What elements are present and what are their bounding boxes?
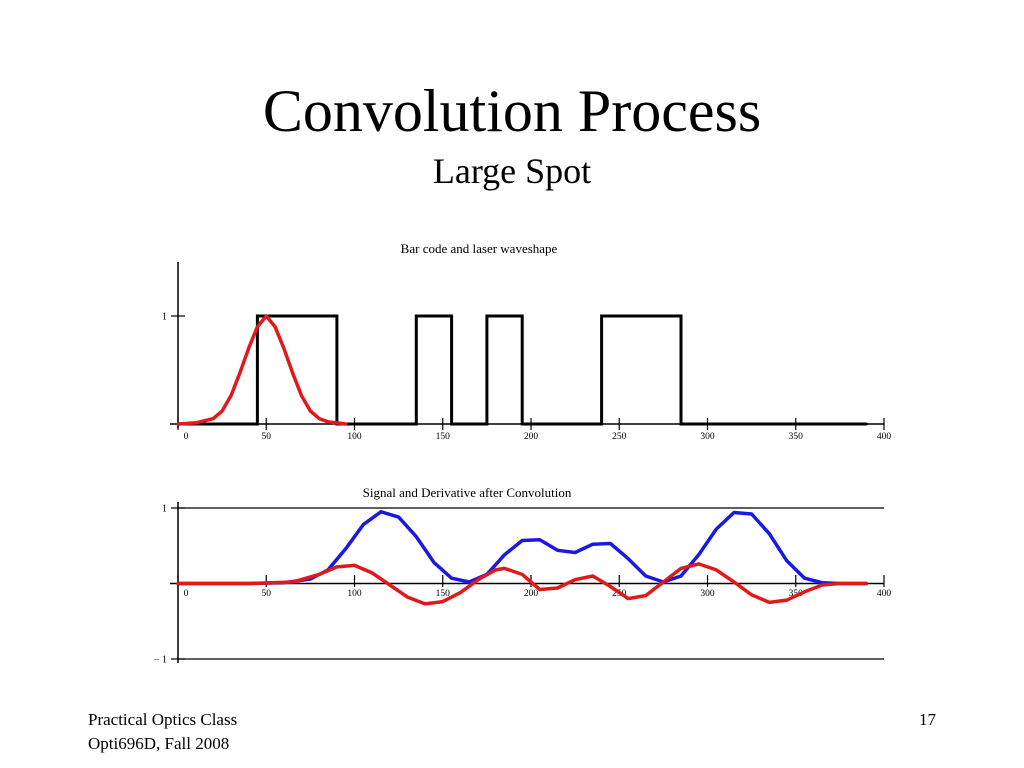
y-tick-label: 1	[162, 312, 167, 323]
series-line-2	[176, 314, 348, 426]
slide-subtitle: Large Spot	[432, 151, 592, 191]
footer: Practical Optics Class Opti696D, Fall 20…	[88, 708, 237, 756]
x-tick-label: 300	[700, 589, 715, 599]
x-tick-label: 150	[436, 589, 451, 599]
series-line-1	[176, 510, 869, 586]
x-tick-label: 50	[262, 432, 272, 442]
footer-term: Opti696D, Fall 2008	[88, 734, 230, 753]
chart-title: Signal and Derivative after Convolution	[363, 485, 572, 500]
x-tick-label: 300	[700, 432, 715, 442]
x-tick-label: 100	[347, 589, 362, 599]
x-tick-label: 200	[524, 589, 539, 599]
x-tick-label: 200	[524, 432, 539, 442]
x-tick-label: 150	[436, 432, 451, 442]
x-tick-label: 0	[184, 432, 189, 442]
x-tick-label: 0	[184, 589, 189, 599]
footer-course: Practical Optics Class	[88, 710, 238, 729]
y-tick-label: − 1	[154, 655, 167, 666]
series-line-1	[176, 314, 868, 426]
series-line-2	[176, 562, 869, 606]
slide-title: Convolution Process	[262, 78, 762, 144]
x-tick-label: 350	[789, 432, 804, 442]
signal-derivative-chart: Signal and Derivative after Convolution …	[154, 485, 892, 666]
chart-title: Bar code and laser waveshape	[401, 241, 558, 256]
x-tick-label: 50	[262, 589, 272, 599]
x-tick-label: 400	[877, 589, 892, 599]
x-tick-label: 250	[612, 432, 627, 442]
x-tick-label: 400	[877, 432, 892, 442]
page-number: 17	[919, 710, 936, 729]
y-tick-label: 1	[162, 504, 167, 515]
bar-code-chart: Bar code and laser waveshape 1 0 50 100 150 2…	[162, 241, 891, 442]
x-tick-label: 100	[347, 432, 362, 442]
